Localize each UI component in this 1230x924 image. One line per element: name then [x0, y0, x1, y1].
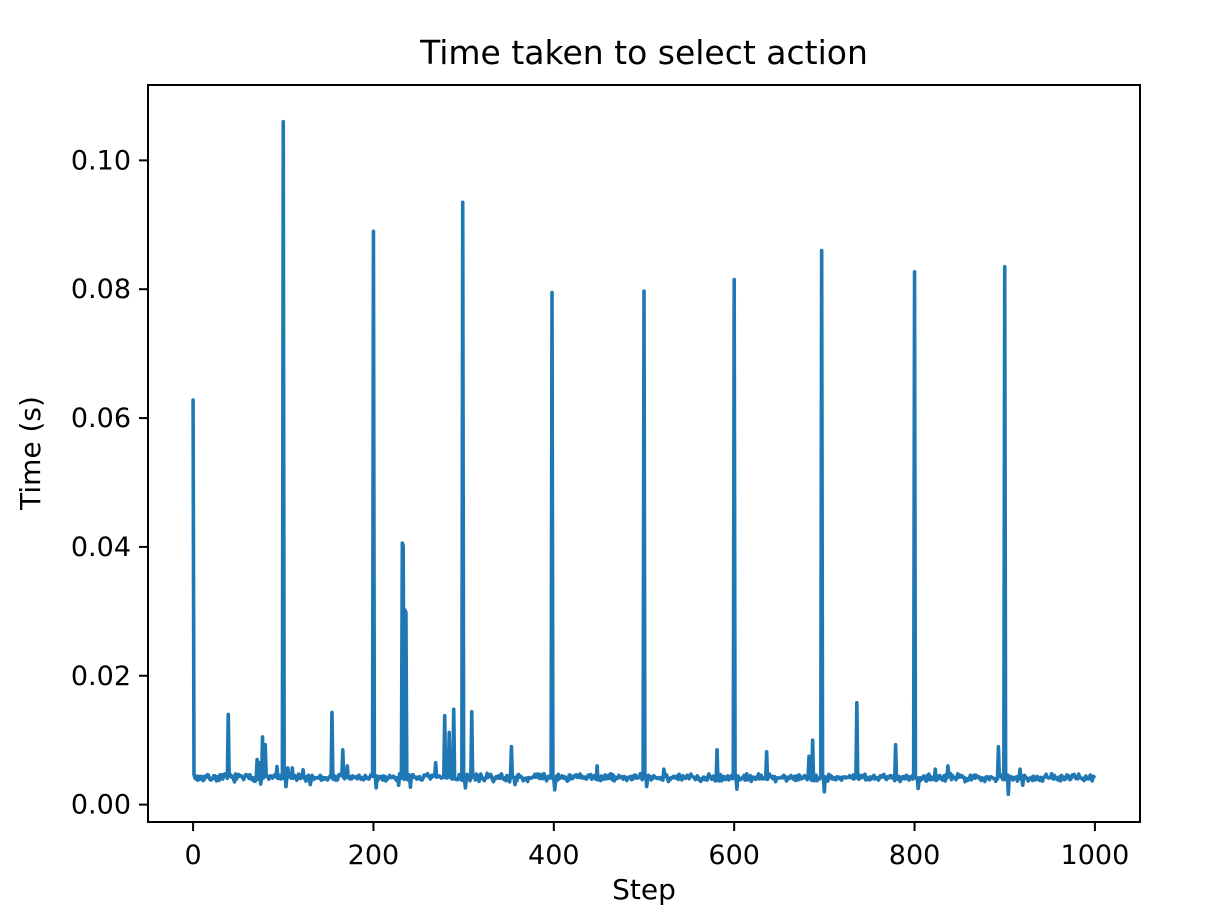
- x-tick-label: 600: [708, 840, 760, 871]
- y-tick-label: 0.06: [71, 403, 131, 434]
- x-tick-label: 1000: [1061, 840, 1130, 871]
- y-tick-label: 0.00: [71, 790, 131, 821]
- axes-frame: [147, 84, 1141, 823]
- y-tick-label: 0.10: [71, 145, 131, 176]
- x-axis-label: Step: [612, 873, 676, 906]
- y-axis-label: Time (s): [14, 396, 47, 511]
- x-tick-label: 800: [889, 840, 941, 871]
- data-line: [191, 119, 1096, 797]
- y-tick-label: 0.02: [71, 661, 131, 692]
- axes-layer: 0 200 400 600 800 1000 0.00 0.02 0.04 0.06 0.08 0.1…: [71, 84, 1141, 871]
- y-tick-label: 0.04: [71, 532, 131, 563]
- chart-title: Time taken to select action: [419, 33, 868, 72]
- x-tick-label: 0: [184, 840, 201, 871]
- x-tick-label: 200: [348, 840, 400, 871]
- x-tick-label: 400: [528, 840, 580, 871]
- y-tick-label: 0.08: [71, 274, 131, 305]
